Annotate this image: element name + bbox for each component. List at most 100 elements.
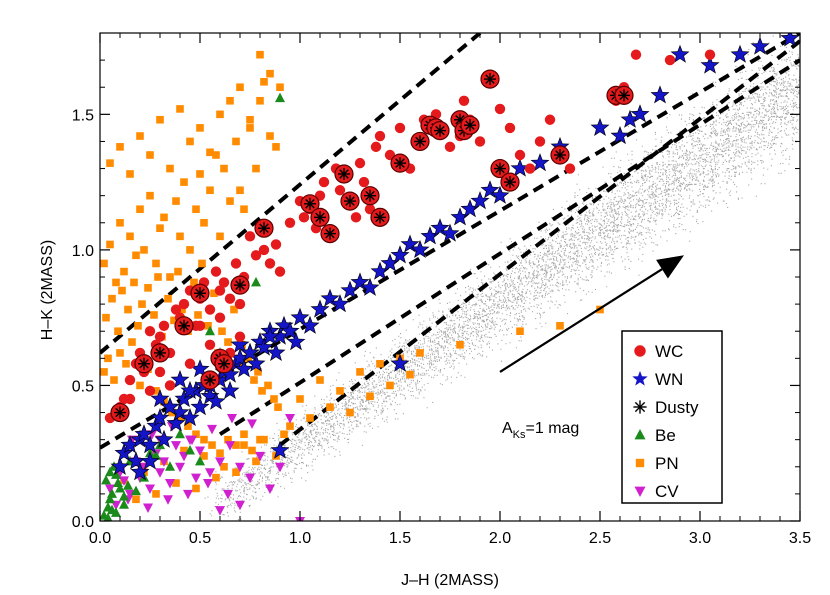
point-wc [494,103,506,115]
dashed-line-1 [100,33,482,355]
point-wn [192,360,208,376]
point-pn [376,359,384,368]
point-wn [212,371,228,387]
point-dusty [324,227,336,240]
point-cv [165,479,175,489]
point-wn [132,463,148,479]
point-wn [122,436,138,452]
point-pn [266,132,274,140]
point-pn [240,441,248,449]
point-wn [116,444,132,460]
point-pn [212,151,220,159]
point-pn [218,327,226,336]
point-wn [322,290,338,306]
point-wn [512,160,528,176]
point-wn [342,282,358,298]
arrow-head [656,255,684,279]
point-dusty [414,135,426,148]
point-wc [158,320,170,331]
point-wc [224,293,236,304]
point-pn [258,387,266,395]
legend-label: CV [655,482,679,501]
point-wn [482,182,498,197]
point-pn [276,83,284,92]
point-dusty [364,189,376,202]
point-be [165,461,175,471]
point-cv [195,446,205,457]
y-tick-label: 1.0 [72,243,94,260]
point-pn [236,186,244,195]
point-pn [286,422,294,430]
point-wc [374,130,386,142]
point-cv [265,484,275,494]
point-pn [226,197,234,205]
point-pn [128,338,136,346]
legend-marker-wc [634,345,646,357]
point-wn [492,187,508,203]
point-wn [362,279,378,295]
point-wn [532,154,548,170]
point-cv [175,462,185,473]
point-be [115,482,125,493]
point-pn [132,495,140,504]
legend-marker-pn [635,458,645,468]
point-be [111,469,121,479]
point-wc [524,163,536,174]
point-wc [630,49,642,60]
point-wc [534,136,546,147]
point-wn [292,309,308,325]
point-wn [622,111,638,127]
point-pn [216,232,224,241]
point-cv [143,503,153,513]
point-pn [184,422,192,430]
point-dusty [434,124,446,137]
point-cv [159,457,169,467]
legend-label: Be [655,426,676,445]
point-wn [208,393,224,409]
x-tick-label: 1.5 [389,530,411,547]
dashed-line-3 [218,58,800,436]
point-wn [452,209,468,225]
point-pn [156,224,164,232]
point-wn [248,355,264,371]
point-wn [152,390,168,406]
point-pn [198,259,206,268]
background-star-cloud [199,34,800,521]
point-wn [168,415,184,431]
x-tick-label: 2.5 [589,530,611,547]
point-wn [148,417,164,433]
point-wn [222,382,238,398]
point-pn [196,170,204,178]
point-pn [160,213,168,222]
point-pn [232,441,240,449]
point-wn [702,57,718,73]
point-pn [136,381,144,390]
y-ticks: 0.0 0.5 1.0 1.5 [72,59,800,531]
point-be [111,507,121,517]
point-wn [382,255,398,271]
point-pn [130,278,138,287]
point-pn [232,137,240,146]
point-wn [372,263,388,279]
point-pn [146,191,154,200]
legend-label: WN [655,370,683,389]
point-wn [402,236,418,252]
point-be [101,474,111,485]
point-pn [194,311,202,319]
point-wn [172,371,188,387]
point-pn [144,284,152,292]
point-cv [171,441,181,451]
point-cv [163,495,173,505]
point-pn [200,435,208,444]
point-pn [172,479,180,487]
point-pn [112,278,120,287]
point-pn [192,484,200,493]
point-cv [227,413,237,424]
point-wn [256,339,272,355]
point-wc [474,136,486,147]
point-pn [240,205,248,214]
point-wn [182,409,198,425]
point-pn [176,105,184,113]
point-wn [272,442,288,458]
point-wn [182,382,198,398]
